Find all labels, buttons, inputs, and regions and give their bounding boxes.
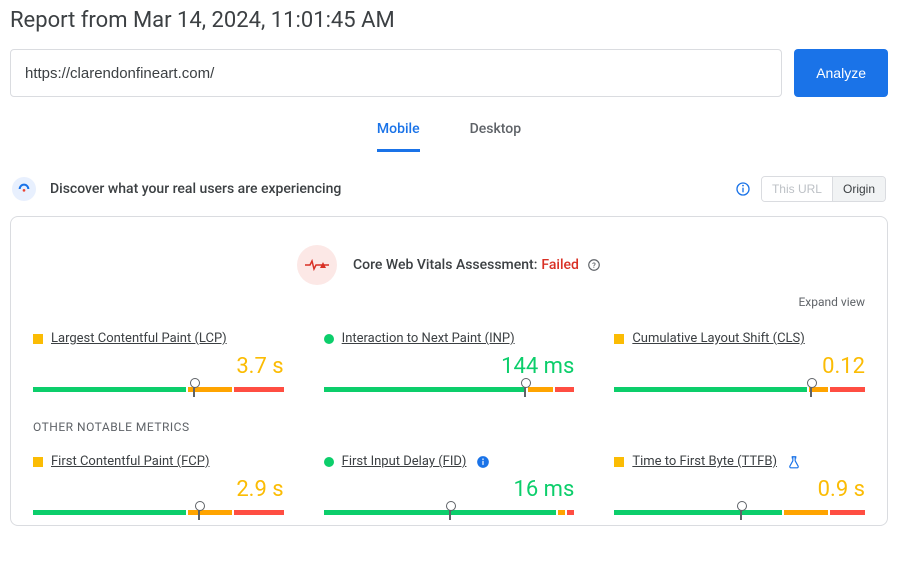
assessment-text: Core Web Vitals Assessment: Failed ? — [353, 257, 601, 273]
assessment-status: Failed — [541, 257, 579, 273]
distribution-bar — [324, 387, 575, 392]
analyze-button[interactable]: Analyze — [794, 49, 888, 97]
expand-row: Expand view — [33, 295, 865, 309]
metric-name-link[interactable]: First Input Delay (FID) — [342, 454, 467, 469]
metric-header: Interaction to Next Paint (INP) — [324, 331, 575, 346]
metric-value: 3.7 s — [33, 354, 284, 379]
scope-toggle: This URL Origin — [761, 176, 886, 202]
status-indicator-icon — [324, 334, 334, 344]
metric-card: First Contentful Paint (FCP) 2.9 s — [33, 454, 284, 515]
metric-card: First Input Delay (FID) 16 ms — [324, 454, 575, 515]
metric-card: Cumulative Layout Shift (CLS) 0.12 — [614, 331, 865, 392]
metric-value: 16 ms — [324, 477, 575, 502]
distribution-bar — [614, 510, 865, 515]
percentile-pin-icon — [449, 505, 451, 520]
discover-text: Discover what your real users are experi… — [50, 181, 341, 197]
metric-name-link[interactable]: Largest Contentful Paint (LCP) — [51, 331, 227, 346]
vitals-fail-icon — [297, 245, 337, 285]
discover-row: Discover what your real users are experi… — [10, 176, 888, 202]
metric-name-link[interactable]: Cumulative Layout Shift (CLS) — [632, 331, 804, 346]
vitals-panel: Core Web Vitals Assessment: Failed ? Exp… — [10, 216, 888, 526]
metric-card: Time to First Byte (TTFB) 0.9 s — [614, 454, 865, 515]
percentile-pin-icon — [198, 505, 200, 520]
metric-card: Largest Contentful Paint (LCP) 3.7 s — [33, 331, 284, 392]
metric-header: Largest Contentful Paint (LCP) — [33, 331, 284, 346]
metric-value: 0.9 s — [614, 477, 865, 502]
metric-name-link[interactable]: Time to First Byte (TTFB) — [632, 454, 777, 469]
url-input[interactable] — [10, 49, 782, 97]
toggle-this-url[interactable]: This URL — [762, 177, 832, 201]
tab-desktop[interactable]: Desktop — [470, 121, 521, 152]
status-indicator-icon — [33, 334, 43, 344]
assessment-label: Core Web Vitals Assessment: — [353, 257, 537, 273]
gauge-icon — [12, 177, 36, 201]
percentile-pin-icon — [810, 382, 812, 397]
tab-mobile[interactable]: Mobile — [377, 121, 420, 152]
percentile-pin-icon — [740, 505, 742, 520]
device-tabs: Mobile Desktop — [10, 121, 888, 152]
metric-value: 2.9 s — [33, 477, 284, 502]
distribution-bar — [614, 387, 865, 392]
toggle-origin[interactable]: Origin — [832, 177, 885, 201]
distribution-bar — [33, 387, 284, 392]
core-metrics-grid: Largest Contentful Paint (LCP) 3.7 s Int… — [33, 331, 865, 392]
discover-right: This URL Origin — [735, 176, 886, 202]
assessment-row: Core Web Vitals Assessment: Failed ? — [33, 245, 865, 285]
distribution-bar — [33, 510, 284, 515]
expand-view-link[interactable]: Expand view — [798, 295, 865, 309]
search-row: Analyze — [10, 49, 888, 97]
discover-left: Discover what your real users are experi… — [12, 177, 341, 201]
info-icon[interactable] — [735, 181, 751, 197]
metric-header: First Contentful Paint (FCP) — [33, 454, 284, 469]
percentile-pin-icon — [193, 382, 195, 397]
distribution-bar — [324, 510, 575, 515]
metric-name-link[interactable]: First Contentful Paint (FCP) — [51, 454, 210, 469]
status-indicator-icon — [614, 334, 624, 344]
metric-value: 0.12 — [614, 354, 865, 379]
experimental-icon[interactable] — [787, 455, 801, 469]
status-indicator-icon — [614, 457, 624, 467]
help-icon[interactable]: ? — [587, 258, 601, 272]
metric-card: Interaction to Next Paint (INP) 144 ms — [324, 331, 575, 392]
status-indicator-icon — [33, 457, 43, 467]
metric-value: 144 ms — [324, 354, 575, 379]
info-badge-icon[interactable] — [476, 455, 490, 469]
metric-header: Time to First Byte (TTFB) — [614, 454, 865, 469]
metric-header: First Input Delay (FID) — [324, 454, 575, 469]
other-metrics-title: OTHER NOTABLE METRICS — [33, 420, 865, 434]
other-metrics-grid: First Contentful Paint (FCP) 2.9 s First… — [33, 454, 865, 515]
svg-text:?: ? — [592, 261, 596, 270]
status-indicator-icon — [324, 457, 334, 467]
metric-name-link[interactable]: Interaction to Next Paint (INP) — [342, 331, 515, 346]
report-title: Report from Mar 14, 2024, 11:01:45 AM — [10, 8, 888, 33]
percentile-pin-icon — [524, 382, 526, 397]
metric-header: Cumulative Layout Shift (CLS) — [614, 331, 865, 346]
